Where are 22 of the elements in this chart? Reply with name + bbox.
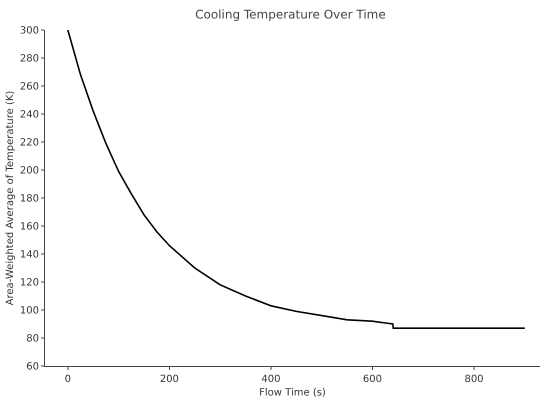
x-tick-label: 0 <box>64 374 72 385</box>
y-tick-label: 280 <box>20 54 39 64</box>
y-tick-label: 180 <box>20 194 39 204</box>
y-tick-label: 160 <box>20 222 39 232</box>
y-tick-label: 260 <box>20 82 39 92</box>
line-series <box>67 30 526 329</box>
chart-title: Cooling Temperature Over Time <box>195 8 386 22</box>
y-tick-label: 200 <box>20 166 39 176</box>
y-axis-title: Area-Weighted Average of Temperature (K) <box>4 90 16 306</box>
x-tick-label: 200 <box>160 374 179 385</box>
y-tick-label: 240 <box>20 110 39 120</box>
y-tick-label: 300 <box>20 26 39 36</box>
x-tick-label: 600 <box>362 374 382 385</box>
x-axis-title: Flow Time (s) <box>259 388 326 398</box>
y-tick-label: 140 <box>20 250 39 260</box>
y-tick-label: 80 <box>26 334 39 344</box>
y-tick-label: 220 <box>20 138 39 148</box>
y-tick-label: 120 <box>20 278 39 288</box>
x-tick-label: 400 <box>261 374 280 385</box>
x-tick-label: 800 <box>464 374 484 385</box>
y-tick-label: 100 <box>20 306 39 316</box>
y-tick-label: 60 <box>26 362 39 372</box>
